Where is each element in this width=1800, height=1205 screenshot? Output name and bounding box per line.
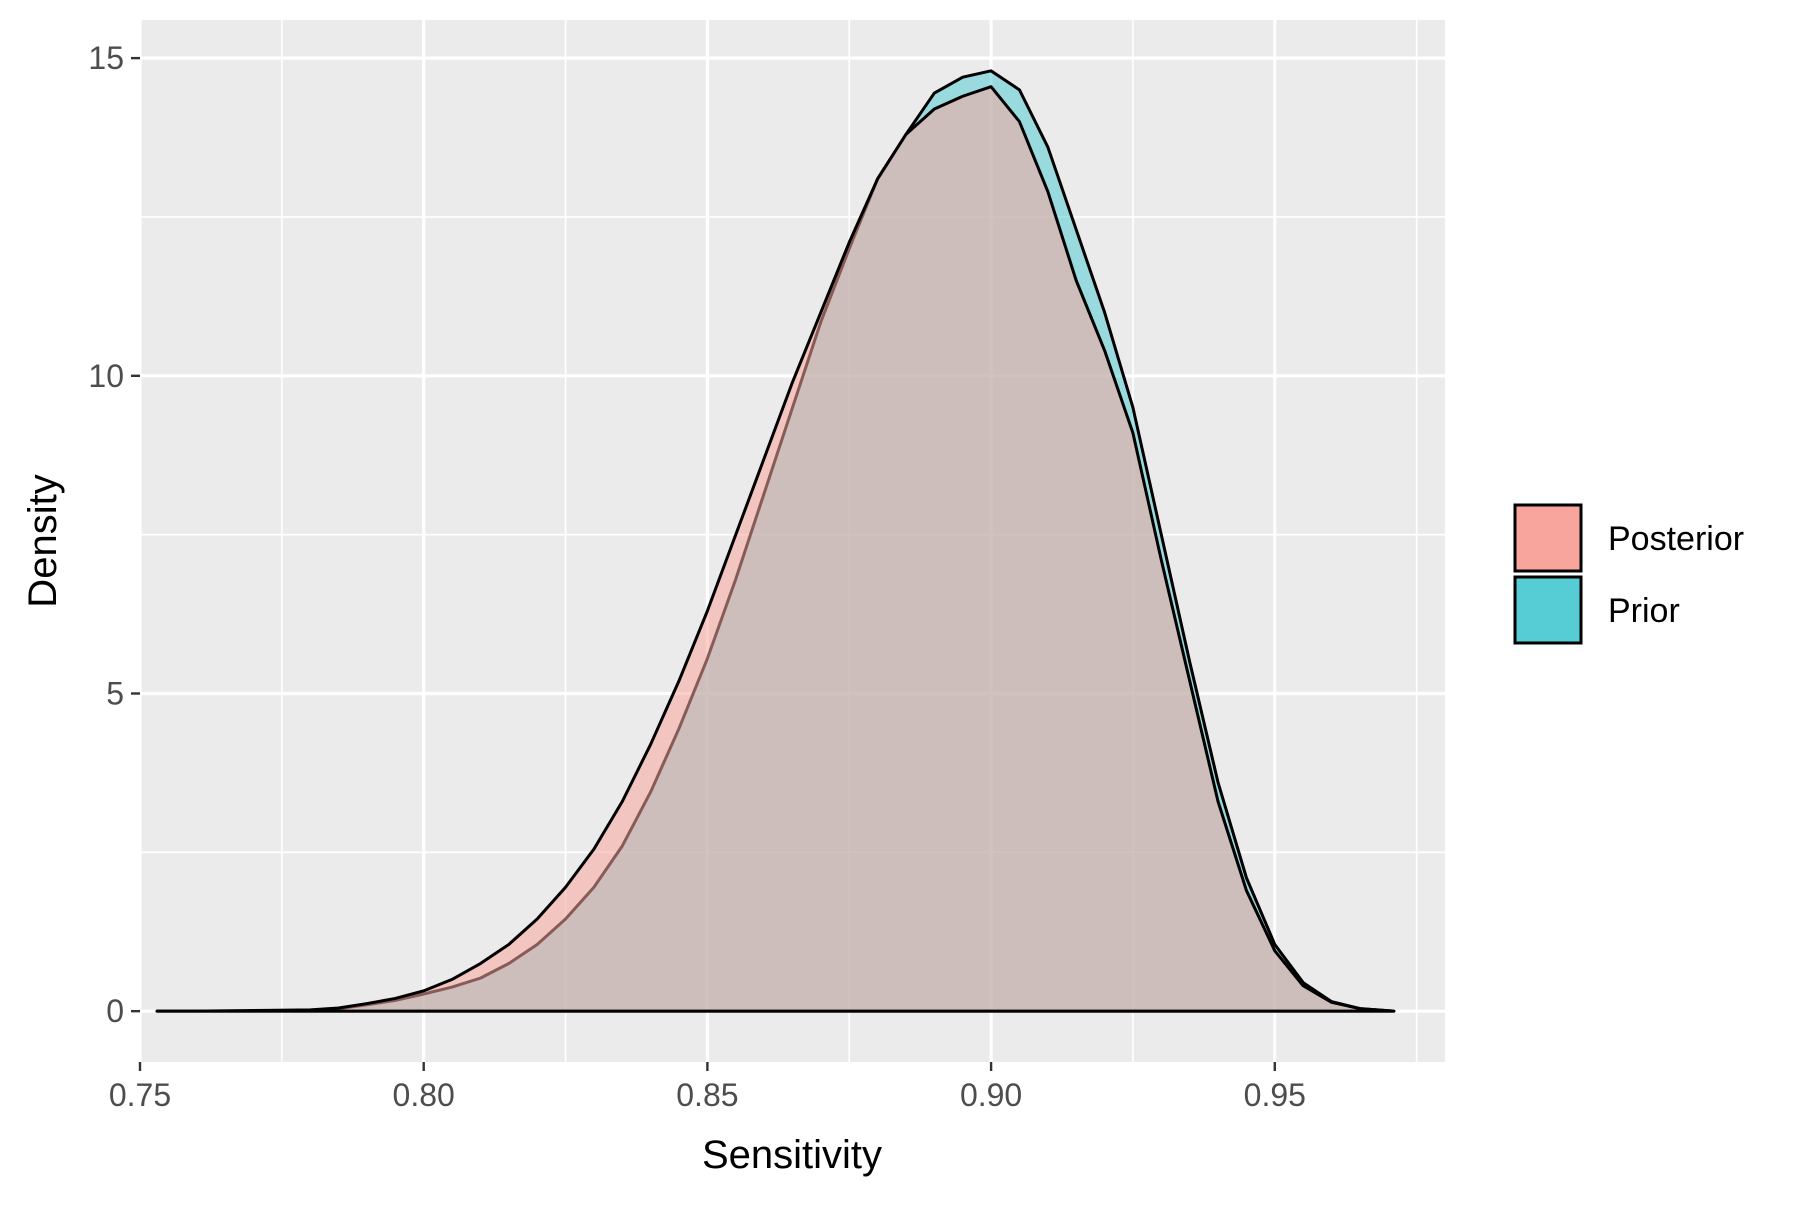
y-tick-label: 5 <box>106 675 124 711</box>
y-tick-label: 15 <box>88 40 124 76</box>
x-tick-label: 0.95 <box>1244 1077 1306 1113</box>
x-tick-label: 0.85 <box>676 1077 738 1113</box>
density-series <box>155 69 1396 1013</box>
legend-key-prior <box>1513 575 1583 645</box>
x-tick-label: 0.90 <box>960 1077 1022 1113</box>
x-axis-title: Sensitivity <box>702 1133 882 1177</box>
legend-label-posterior: Posterior <box>1608 520 1744 558</box>
x-tick-label: 0.80 <box>393 1077 455 1113</box>
y-axis-title: Density <box>21 474 65 607</box>
legend-key-posterior <box>1513 503 1583 573</box>
y-axis: 0 5 10 15 <box>88 40 140 1029</box>
y-tick-label: 0 <box>106 993 124 1029</box>
x-tick-label: 0.75 <box>109 1077 171 1113</box>
y-tick-label: 10 <box>88 358 124 394</box>
legend-label-prior: Prior <box>1608 592 1680 630</box>
legend: Posterior Prior <box>1513 503 1744 645</box>
density-area-posterior <box>155 85 1396 1013</box>
x-axis: 0.75 0.80 0.85 0.90 0.95 <box>109 1062 1306 1113</box>
